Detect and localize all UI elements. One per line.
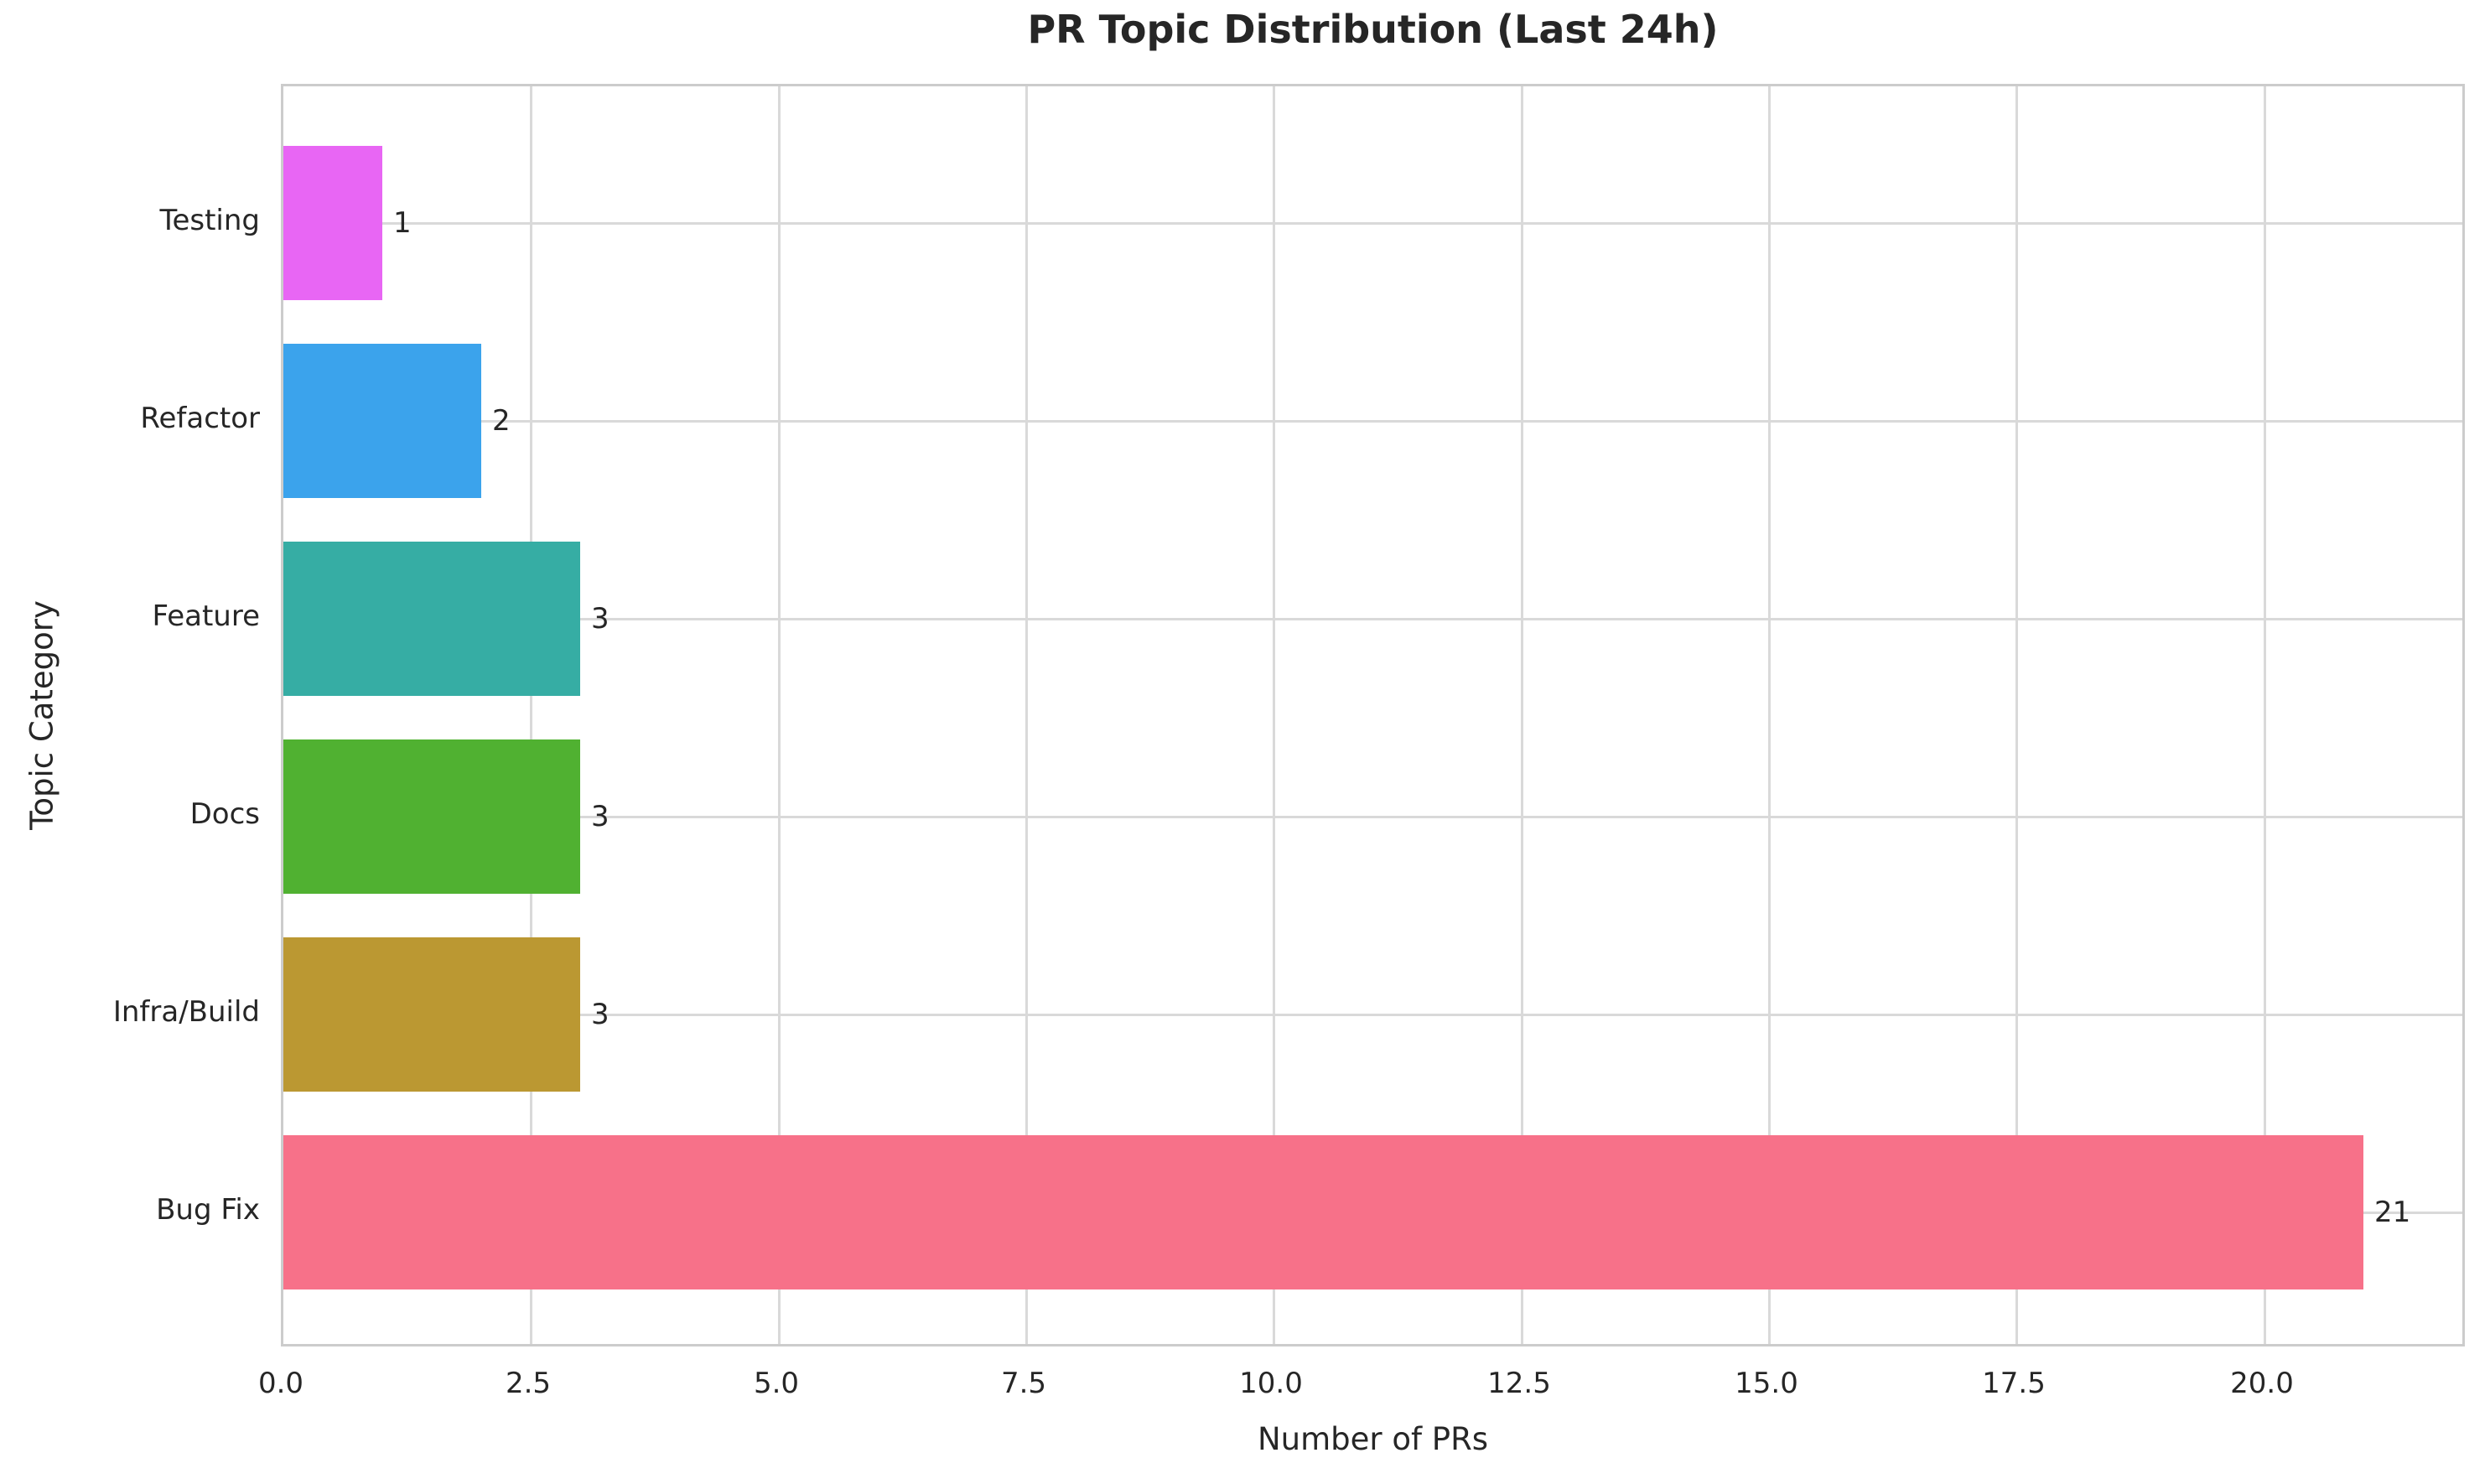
bar-refactor [283,344,481,498]
bar-value-label-refactor: 2 [492,404,511,438]
gridline-x-5 [778,86,781,1344]
gridline-x-7.5 [1025,86,1028,1344]
bar-bug-fix [283,1135,2363,1289]
gridline-x-10 [1273,86,1275,1344]
x-tick-label-20: 20.0 [2230,1367,2294,1400]
x-tick-label-15: 15.0 [1735,1367,1798,1400]
y-tick-label-infra-build: Infra/Build [112,995,260,1029]
gridline-x-20 [2264,86,2266,1344]
bar-value-label-feature: 3 [591,602,610,636]
gridline-x-15 [1768,86,1771,1344]
gridline-x-17.5 [2015,86,2018,1344]
bar-value-label-bug-fix: 21 [2374,1196,2411,1229]
x-tick-label-5: 5.0 [753,1367,800,1400]
x-tick-label-17-5: 17.5 [1982,1367,2046,1400]
y-tick-label-bug-fix: Bug Fix [156,1193,260,1227]
gridline-y-refactor [283,420,2462,423]
y-tick-label-docs: Docs [189,797,260,831]
bar-feature [283,542,580,696]
chart-title: PR Topic Distribution (Last 24h) [1027,7,1719,52]
x-tick-label-0: 0.0 [257,1367,304,1400]
y-axis-label: Topic Category [23,600,60,830]
bar-value-label-docs: 3 [591,800,610,833]
bar-testing [283,146,382,300]
plot-area: 1 2 3 3 3 21 [281,84,2465,1346]
y-tick-label-testing: Testing [159,204,260,237]
gridline-y-feature [283,618,2462,620]
gridline-y-testing [283,222,2462,225]
bar-value-label-testing: 1 [393,206,412,240]
bar-infra-build [283,937,580,1092]
x-tick-label-7-5: 7.5 [1000,1367,1047,1400]
bar-value-label-infra-build: 3 [591,998,610,1031]
bar-docs [283,739,580,894]
gridline-x-2.5 [530,86,532,1344]
x-tick-label-10: 10.0 [1239,1367,1303,1400]
x-tick-label-2-5: 2.5 [505,1367,552,1400]
gridline-x-12.5 [1521,86,1523,1344]
y-tick-label-refactor: Refactor [140,402,260,435]
gridline-y-infra-build [283,1014,2462,1016]
y-tick-label-feature: Feature [152,599,260,633]
gridline-y-docs [283,816,2462,818]
x-tick-label-12-5: 12.5 [1487,1367,1551,1400]
x-axis-label: Number of PRs [1257,1421,1489,1457]
